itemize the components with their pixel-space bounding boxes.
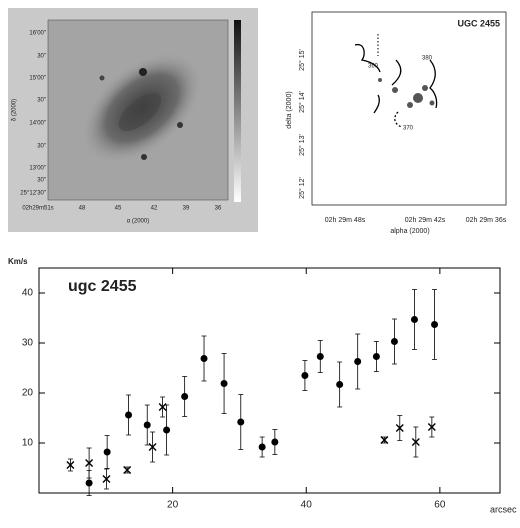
y-tick-label: 13'00" <box>29 166 46 172</box>
data-point <box>148 443 157 451</box>
data-point <box>271 438 279 446</box>
data-point <box>410 316 418 323</box>
x-tick-label: 60 <box>434 500 446 511</box>
x-tick-label: 42 <box>151 206 158 212</box>
data-point <box>102 475 111 483</box>
image-title: UGC 2455 <box>457 18 500 28</box>
contours <box>354 34 438 128</box>
star <box>139 68 147 76</box>
data-point <box>125 411 133 419</box>
colorbar <box>234 20 241 202</box>
y-tick-label: 10 <box>22 438 34 449</box>
data-point <box>181 393 189 400</box>
x-tick-label: 45 <box>115 206 122 212</box>
y-tick-label: 20 <box>22 388 34 399</box>
y-tick-label: 30" <box>37 98 46 104</box>
data-point <box>316 353 324 360</box>
x-tick-label: 39 <box>183 206 190 212</box>
y-axis-label: delta (2000) <box>286 91 293 128</box>
y-axis-label: Km/s <box>8 257 28 266</box>
x-tick-label: 02h29m51s <box>22 206 53 212</box>
x-tick-label: 02h 29m 42s <box>405 217 446 224</box>
image-frame <box>311 11 507 206</box>
star <box>99 75 105 81</box>
data-point <box>85 459 94 467</box>
y-tick-label: 16'00" <box>29 31 46 37</box>
y-tick-label: 30" <box>37 144 46 150</box>
y-tick-label: 14'00" <box>29 121 46 127</box>
data-point <box>390 338 398 345</box>
chart-title: ugc 2455 <box>68 278 137 295</box>
data-point <box>380 436 389 444</box>
x-tick-label: 02h 29m 48s <box>325 217 366 224</box>
y-tick-label: 25° 12' <box>298 177 306 199</box>
x-axis-label: α (2000) <box>127 219 149 225</box>
data-point <box>158 403 167 411</box>
galaxy-core <box>118 92 162 132</box>
contour-label: 380 <box>422 56 433 62</box>
galaxy-blobs <box>378 78 435 108</box>
x-tick-label: 02h 29m 36s <box>466 217 507 224</box>
data-point <box>220 380 228 387</box>
y-tick-label: 25° 14' <box>298 91 306 113</box>
data-point <box>336 381 344 388</box>
y-tick-label: 25° 15' <box>298 49 306 71</box>
x-tick-label: 36 <box>215 206 222 212</box>
data-point <box>237 418 245 426</box>
data-point <box>163 426 171 434</box>
plot-frame <box>38 267 501 494</box>
data-point <box>427 423 436 431</box>
data-point <box>411 438 420 446</box>
y-tick-label: 30" <box>37 54 46 60</box>
y-tick-label: 25°12'30" <box>20 191 46 197</box>
x-axis-label: arcsec <box>490 504 517 514</box>
data-point <box>354 358 362 365</box>
x-axis-label: alpha (2000) <box>390 228 429 235</box>
data-point <box>395 424 404 432</box>
data-point <box>372 353 380 360</box>
data-point <box>123 466 132 474</box>
y-tick-label: 30" <box>37 178 46 184</box>
data-point <box>103 448 111 456</box>
star <box>141 154 147 160</box>
x-tick-label: 20 <box>167 500 179 511</box>
data-point <box>200 355 208 362</box>
y-tick-label: 15'00" <box>29 76 46 82</box>
data-point <box>85 479 93 487</box>
data-point <box>258 443 266 451</box>
contour-label: 370 <box>403 126 414 132</box>
x-tick-label: 40 <box>301 500 313 511</box>
y-tick-label: 40 <box>22 288 34 299</box>
y-axis-label: δ (2000) <box>12 99 18 121</box>
data-point <box>431 321 439 328</box>
y-tick-label: 25° 13' <box>298 134 306 156</box>
contour-label: 360 <box>368 64 379 70</box>
data-point <box>301 372 309 379</box>
x-tick-label: 48 <box>79 206 86 212</box>
data-point <box>143 421 151 429</box>
star <box>177 122 183 128</box>
y-tick-label: 30 <box>22 338 34 349</box>
data-point <box>66 461 75 469</box>
